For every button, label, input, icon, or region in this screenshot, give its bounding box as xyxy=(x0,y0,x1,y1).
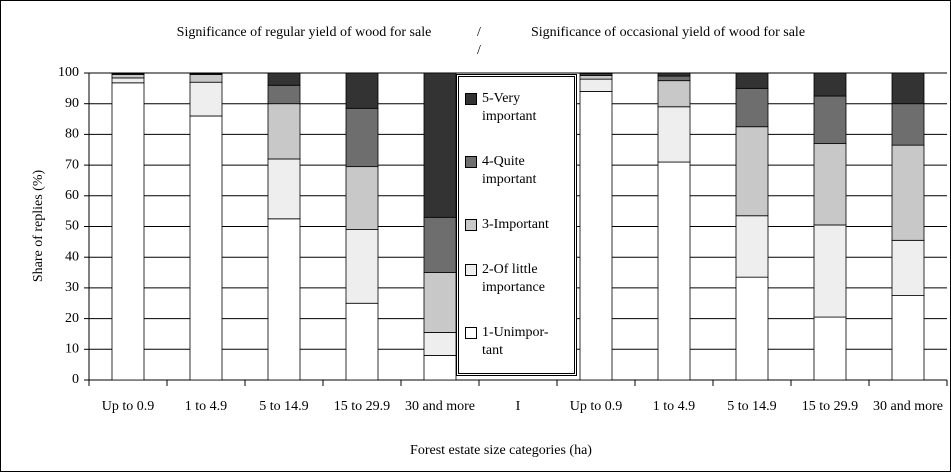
bar-segment xyxy=(345,72,379,109)
chart-title: Significance of regular yield of wood fo… xyxy=(176,25,432,40)
legend-label: 1-Unimpor-tant xyxy=(482,324,549,358)
bar-segment xyxy=(111,82,145,381)
y-tick-label: 20 xyxy=(65,311,79,326)
legend-swatch xyxy=(465,93,477,106)
x-axis-label: Forest estate size categories (ha) xyxy=(410,443,592,458)
legend-swatch xyxy=(465,156,477,169)
separator: / xyxy=(477,43,481,58)
bar-segment xyxy=(345,107,379,168)
bar-segment xyxy=(423,216,457,273)
legend-swatch xyxy=(465,263,477,276)
legend-item: 5-Very important xyxy=(461,90,572,126)
bar-segment xyxy=(813,95,847,145)
y-tick-label: 90 xyxy=(65,96,79,111)
bar-segment xyxy=(111,74,145,79)
y-axis-label: Share of replies (%) xyxy=(31,169,46,283)
x-tick-label: 30 and more xyxy=(405,399,475,414)
y-tick-label: 0 xyxy=(72,372,79,387)
bar-segment xyxy=(813,143,847,226)
y-tick-label: 80 xyxy=(65,127,79,142)
bar-segment xyxy=(189,74,223,83)
legend-swatch xyxy=(465,326,477,339)
bar-segment xyxy=(657,106,691,163)
bar-segment xyxy=(813,224,847,318)
bar-segment xyxy=(735,72,769,89)
bar-segment xyxy=(345,302,379,381)
bar-segment xyxy=(579,78,613,92)
legend-label: 3-Important xyxy=(482,216,549,232)
bar-segment xyxy=(735,276,769,381)
x-tick-label: 30 and more xyxy=(873,399,943,414)
bar-segment xyxy=(267,103,301,160)
bar-segment xyxy=(189,81,223,117)
bar-segment xyxy=(891,103,925,146)
bar-segment xyxy=(579,75,613,80)
bar-segment xyxy=(735,126,769,217)
legend-swatch xyxy=(465,218,477,231)
bar-segment xyxy=(657,161,691,381)
bar-segment xyxy=(657,75,691,82)
y-tick-label: 60 xyxy=(65,188,79,203)
legend: 5-Very important 4-Quite important 3-Impor… xyxy=(456,74,577,376)
y-tick-label: 10 xyxy=(65,342,79,357)
legend-item: 1-Unimpor-tant xyxy=(461,324,572,360)
legend-label: 4-Quite important xyxy=(482,154,537,188)
x-tick-label: 5 to 14.9 xyxy=(727,399,777,414)
bar-segment xyxy=(423,355,457,381)
legend-item: 2-Of little importance xyxy=(461,261,572,297)
bar-segment xyxy=(891,295,925,381)
bar-segment xyxy=(579,72,613,75)
bar-segment xyxy=(891,72,925,105)
bar-segment xyxy=(813,316,847,381)
bar-segment xyxy=(813,72,847,97)
bar-segment xyxy=(345,166,379,230)
bar-segment xyxy=(657,80,691,108)
legend-item: 3-Important xyxy=(461,216,572,234)
x-tick-label: 1 to 4.9 xyxy=(184,399,228,414)
x-tick-label: 15 to 29.9 xyxy=(333,399,391,414)
x-tick-label: 15 to 29.9 xyxy=(801,399,859,414)
chart-title: Significance of occasional yield of wood… xyxy=(530,25,806,40)
bar-segment xyxy=(657,72,691,77)
bar-segment xyxy=(267,84,301,105)
bar-segment xyxy=(345,229,379,304)
y-tick-label: 50 xyxy=(65,219,79,234)
x-tick-label: 5 to 14.9 xyxy=(259,399,309,414)
bar-segment xyxy=(579,91,613,381)
legend-label: 5-Very important xyxy=(482,91,537,125)
bar-segment xyxy=(111,72,145,75)
bar-segment xyxy=(267,72,301,86)
bar-segment xyxy=(735,87,769,128)
y-tick-label: 100 xyxy=(58,65,79,80)
x-tick-label: I xyxy=(515,399,521,414)
bar-segment xyxy=(423,332,457,356)
x-tick-label: 1 to 4.9 xyxy=(652,399,696,414)
bar-segment xyxy=(111,77,145,84)
bar-segment xyxy=(735,215,769,278)
bar-segment xyxy=(423,72,457,218)
legend-label: 2-Of little importance xyxy=(482,261,545,295)
bar-segment xyxy=(189,72,223,75)
bar-segment xyxy=(423,272,457,333)
x-tick-label: Up to 0.9 xyxy=(569,399,623,414)
bar-segment xyxy=(891,144,925,241)
bar-segment xyxy=(189,115,223,381)
y-tick-label: 30 xyxy=(65,280,79,295)
bar-segment xyxy=(891,239,925,296)
legend-item: 4-Quite important xyxy=(461,153,572,189)
separator: / xyxy=(477,25,481,40)
y-tick-label: 40 xyxy=(65,249,79,264)
bar-segment xyxy=(267,158,301,220)
y-tick-label: 70 xyxy=(65,157,79,172)
bar-segment xyxy=(267,218,301,381)
x-tick-label: Up to 0.9 xyxy=(101,399,155,414)
